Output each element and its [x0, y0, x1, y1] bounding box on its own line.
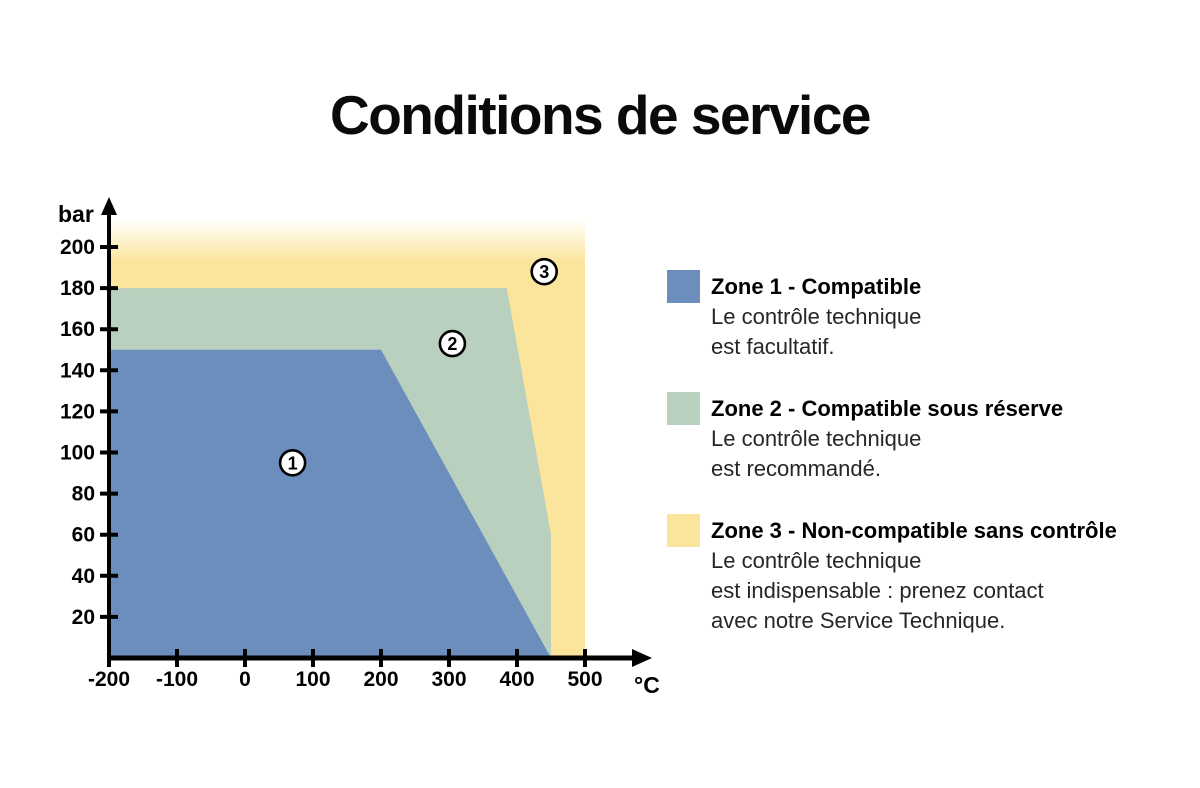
zone-2-swatch — [667, 392, 700, 425]
legend-zone-2-line: Le contrôle technique — [711, 426, 922, 451]
zone-1-swatch — [667, 270, 700, 303]
legend-zone-1-line: Le contrôle technique — [711, 304, 922, 329]
y-tick-label: 200 — [60, 236, 95, 259]
legend-zone-3-line: est indispensable : prenez contact — [711, 578, 1044, 603]
y-tick-label: 140 — [60, 359, 95, 382]
y-tick-label: 60 — [72, 524, 95, 547]
y-tick-label: 160 — [60, 318, 95, 341]
legend-zone-3-line: Le contrôle technique — [711, 548, 922, 573]
page-title: Conditions de service — [329, 84, 872, 146]
x-tick-label: 200 — [363, 668, 398, 691]
y-tick-label: 40 — [72, 565, 95, 588]
legend-zone-2-title: Zone 2 - Compatible sous réserve — [711, 396, 1064, 421]
zone-1-area — [109, 349, 551, 658]
x-tick-label: 500 — [567, 668, 602, 691]
x-tick-label: 400 — [499, 668, 534, 691]
zone-3-badge-number: 3 — [539, 262, 549, 282]
x-tick-label: 0 — [239, 668, 251, 691]
x-axis-unit-label: °C — [634, 672, 660, 698]
zone-1-badge-number: 1 — [288, 453, 298, 473]
legend-zone-3-title: Zone 3 - Non-compatible sans contrôle — [711, 518, 1117, 543]
legend-item-zone-3: Zone 3 - Non-compatible sans contrôle Le… — [667, 514, 1187, 636]
zone-3-swatch — [667, 514, 700, 547]
legend-zone-3-line: avec notre Service Technique. — [711, 608, 1006, 633]
legend: Zone 1 - Compatible Le contrôle techniqu… — [667, 270, 1187, 668]
zone-1-badge — [278, 448, 307, 477]
legend-zone-1-title: Zone 1 - Compatible — [711, 274, 922, 299]
zone-2-badge — [438, 329, 467, 358]
legend-zone-1-line: est facultatif. — [711, 334, 835, 359]
service-conditions-chart: -200 -100 0 100 200 300 400 500 20 40 60 80 100 120 14… — [58, 197, 660, 698]
legend-item-zone-1: Zone 1 - Compatible Le contrôle techniqu… — [667, 270, 1187, 362]
x-tick-label: -200 — [88, 668, 130, 691]
y-tick-label: 180 — [60, 277, 95, 300]
x-tick-label: -100 — [156, 668, 198, 691]
legend-zone-2-line: est recommandé. — [711, 456, 881, 481]
y-tick-label: 120 — [60, 400, 95, 423]
y-tick-label: 80 — [72, 483, 95, 506]
zone-3-badge — [530, 257, 559, 286]
legend-item-zone-2: Zone 2 - Compatible sous réserve Le cont… — [667, 392, 1187, 484]
y-axis-arrow — [101, 197, 117, 215]
y-tick-label: 20 — [72, 606, 95, 629]
y-tick-label: 100 — [60, 442, 95, 465]
y-axis-unit-label: bar — [58, 201, 94, 227]
zone-2-badge-number: 2 — [447, 334, 457, 354]
x-tick-label: 100 — [295, 668, 330, 691]
x-tick-label: 300 — [431, 668, 466, 691]
x-axis-arrow — [632, 649, 652, 667]
